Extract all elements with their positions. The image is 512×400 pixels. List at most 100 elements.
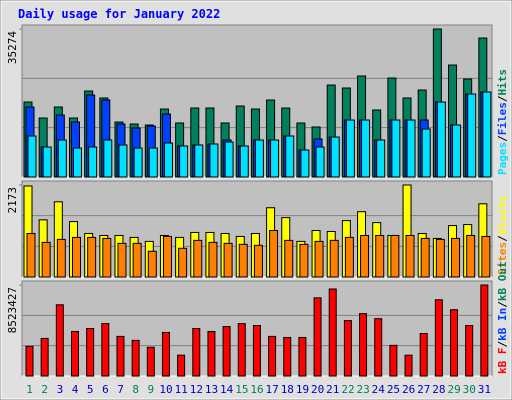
legend-entry: Visits	[496, 196, 509, 236]
legend-entry: Sites	[496, 242, 509, 275]
bar	[209, 143, 219, 178]
bar	[207, 330, 216, 377]
x-tick-label: 2	[41, 383, 48, 396]
bar	[178, 247, 188, 278]
x-tick-label: 15	[235, 383, 248, 396]
legend: Sites/Visits	[496, 196, 509, 276]
legend-entry: Files	[496, 102, 509, 135]
x-tick-label: 29	[447, 383, 460, 396]
x-tick-label: 18	[281, 383, 294, 396]
bar	[148, 147, 158, 178]
bar	[161, 331, 170, 377]
bar	[103, 139, 113, 178]
bar	[131, 339, 140, 377]
bar	[329, 239, 339, 278]
bar	[314, 240, 324, 278]
bar	[361, 119, 371, 178]
bar	[330, 136, 340, 178]
bar	[27, 135, 37, 178]
bar	[313, 297, 322, 377]
bar	[238, 243, 248, 278]
x-tick-label: 30	[463, 383, 476, 396]
bar	[133, 147, 143, 178]
legend: Pages/Files/Hits	[496, 69, 509, 175]
bar	[132, 242, 142, 278]
bar	[268, 335, 277, 377]
legend-separator: /	[496, 301, 509, 308]
bar	[375, 234, 385, 278]
bar	[376, 139, 386, 178]
bar	[40, 337, 49, 377]
bar	[299, 243, 309, 278]
bar	[237, 323, 246, 377]
x-tick-label: 31	[478, 383, 491, 396]
bar	[480, 284, 489, 377]
bar	[253, 244, 263, 278]
x-tick-label: 9	[148, 383, 155, 396]
bar	[344, 236, 354, 278]
x-tick-label: 7	[117, 383, 124, 396]
bar	[390, 234, 400, 278]
bar	[481, 235, 491, 278]
legend: kB F/kB In/kB Out	[496, 261, 509, 374]
bar	[118, 144, 128, 178]
bar	[343, 320, 352, 377]
bar	[86, 327, 95, 377]
bar	[254, 139, 264, 178]
bar	[239, 145, 249, 178]
bar	[450, 309, 459, 377]
bar	[193, 239, 203, 278]
x-tick-label: 21	[326, 383, 339, 396]
x-tick-label: 11	[175, 383, 188, 396]
bar	[56, 238, 66, 278]
bar	[270, 139, 280, 178]
bar	[404, 354, 413, 377]
bar	[101, 323, 110, 377]
bar	[70, 330, 79, 377]
x-tick-label: 10	[159, 383, 172, 396]
x-tick-label: 27	[417, 383, 430, 396]
bar	[179, 145, 189, 178]
legend-entry: kB F	[496, 348, 509, 375]
bar	[285, 135, 295, 178]
bar	[163, 142, 173, 178]
y-tick-label: 8523427	[6, 287, 19, 333]
x-tick-label: 14	[220, 383, 234, 396]
bar	[147, 250, 157, 278]
x-tick-label: 6	[102, 383, 109, 396]
legend-separator: /	[496, 95, 509, 102]
legend-separator: /	[496, 341, 509, 348]
y-tick-label: 35274	[6, 31, 19, 64]
legend-separator: /	[496, 235, 509, 242]
bar	[57, 139, 67, 178]
bar	[434, 299, 443, 377]
legend-entry: kB Out	[496, 261, 509, 301]
bar	[283, 336, 292, 377]
bar	[72, 147, 82, 178]
x-tick-label: 8	[132, 383, 139, 396]
x-tick-label: 1	[26, 383, 33, 396]
bar	[374, 318, 383, 377]
bar	[208, 241, 218, 278]
bar	[192, 327, 201, 377]
bar	[300, 149, 310, 178]
bar	[360, 234, 370, 278]
bar	[389, 344, 398, 377]
x-tick-label: 20	[311, 383, 324, 396]
x-tick-label: 16	[250, 383, 263, 396]
bar	[177, 354, 186, 377]
bar	[328, 288, 337, 377]
bar	[162, 235, 172, 278]
bar	[87, 236, 97, 278]
x-tick-label: 23	[357, 383, 370, 396]
bar	[224, 141, 234, 178]
y-tick-label: 2173	[6, 187, 19, 214]
bar	[345, 119, 355, 178]
x-tick-label: 4	[72, 383, 79, 396]
bar	[359, 313, 368, 377]
bar	[116, 335, 125, 377]
bar	[252, 325, 261, 377]
bar	[315, 146, 325, 178]
bar	[194, 144, 204, 178]
